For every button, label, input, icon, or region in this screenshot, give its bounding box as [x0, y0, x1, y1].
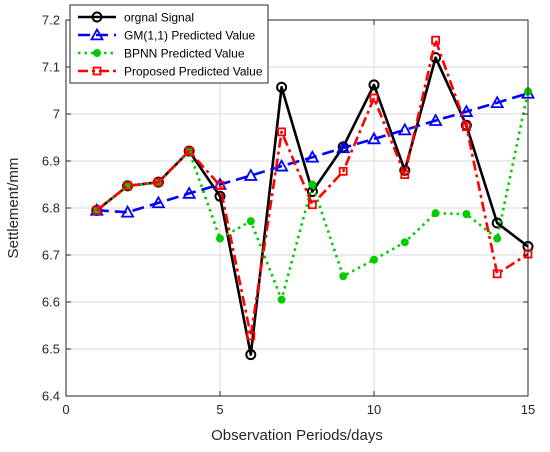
square-marker: [369, 93, 379, 103]
dot-marker: [277, 295, 286, 304]
triangle-marker: [459, 104, 474, 117]
square-marker: [184, 146, 194, 156]
y-tick-label: 6.5: [42, 342, 60, 357]
dot-marker: [216, 234, 224, 243]
square-marker: [277, 127, 287, 137]
dot-marker: [370, 255, 378, 264]
y-tick-label: 6.4: [42, 389, 60, 404]
x-tick-label: 10: [367, 402, 381, 417]
square-marker: [246, 331, 256, 341]
square-marker: [492, 269, 502, 279]
triangle-marker: [336, 140, 351, 154]
triangle-marker: [89, 27, 105, 41]
square-marker: [307, 200, 317, 210]
series-layer: [89, 35, 536, 361]
circle-marker: [245, 349, 257, 361]
dot-marker: [246, 217, 255, 226]
dot-marker: [308, 180, 317, 189]
square-marker: [123, 181, 132, 191]
triangle-marker: [243, 168, 258, 181]
legend-label: GM(1,1) Predicted Value: [124, 29, 255, 43]
series-4: [92, 35, 533, 341]
dot-marker: [493, 234, 502, 243]
dot-marker: [93, 49, 101, 57]
legend: orgnal Signal GM(1,1) Predicted Value BPNN…: [69, 4, 269, 84]
y-axis-label: Settlement/mm: [5, 158, 22, 259]
y-tick-label: 6.8: [42, 201, 60, 216]
x-tick-label: 0: [62, 402, 69, 417]
dot-marker: [339, 272, 348, 281]
triangle-marker: [151, 195, 166, 209]
dot-marker: [431, 209, 440, 218]
series-line: [96, 92, 529, 214]
triangle-marker: [120, 204, 135, 218]
triangle-marker: [366, 131, 382, 145]
y-tick-label: 7.1: [42, 60, 60, 75]
square-marker: [92, 66, 102, 76]
square-marker: [461, 122, 471, 132]
triangle-marker: [274, 158, 289, 172]
circle-marker: [183, 145, 195, 157]
y-tick-label: 6.9: [42, 154, 60, 169]
triangle-marker: [305, 149, 320, 163]
legend-label: Proposed Predicted Value: [124, 65, 263, 79]
y-tick-label: 7: [53, 107, 60, 122]
square-marker: [400, 170, 410, 180]
circle-marker: [214, 190, 226, 202]
square-marker: [431, 35, 441, 45]
square-marker: [92, 205, 102, 215]
square-marker: [338, 166, 348, 176]
square-marker: [153, 177, 163, 187]
y-tick-label: 6.6: [42, 295, 60, 310]
triangle-marker: [397, 122, 412, 136]
x-tick-label: 5: [216, 402, 223, 417]
legend-label: orgnal Signal: [124, 11, 194, 25]
circle-marker: [368, 79, 380, 91]
triangle-marker: [182, 186, 197, 199]
circle-marker: [276, 81, 288, 93]
dot-marker: [400, 238, 409, 247]
legend-label: BPNN Predicted Value: [124, 47, 245, 61]
dot-marker: [462, 210, 471, 219]
triangle-marker: [428, 113, 443, 126]
circle-marker: [91, 11, 103, 23]
x-tick-label: 15: [521, 402, 535, 417]
square-marker: [215, 181, 225, 190]
triangle-marker: [490, 95, 505, 109]
y-tick-label: 6.7: [42, 248, 60, 263]
x-axis-label: Observation Periods/days: [211, 427, 383, 444]
y-tick-label: 7.2: [42, 13, 60, 28]
series-line: [95, 38, 529, 338]
